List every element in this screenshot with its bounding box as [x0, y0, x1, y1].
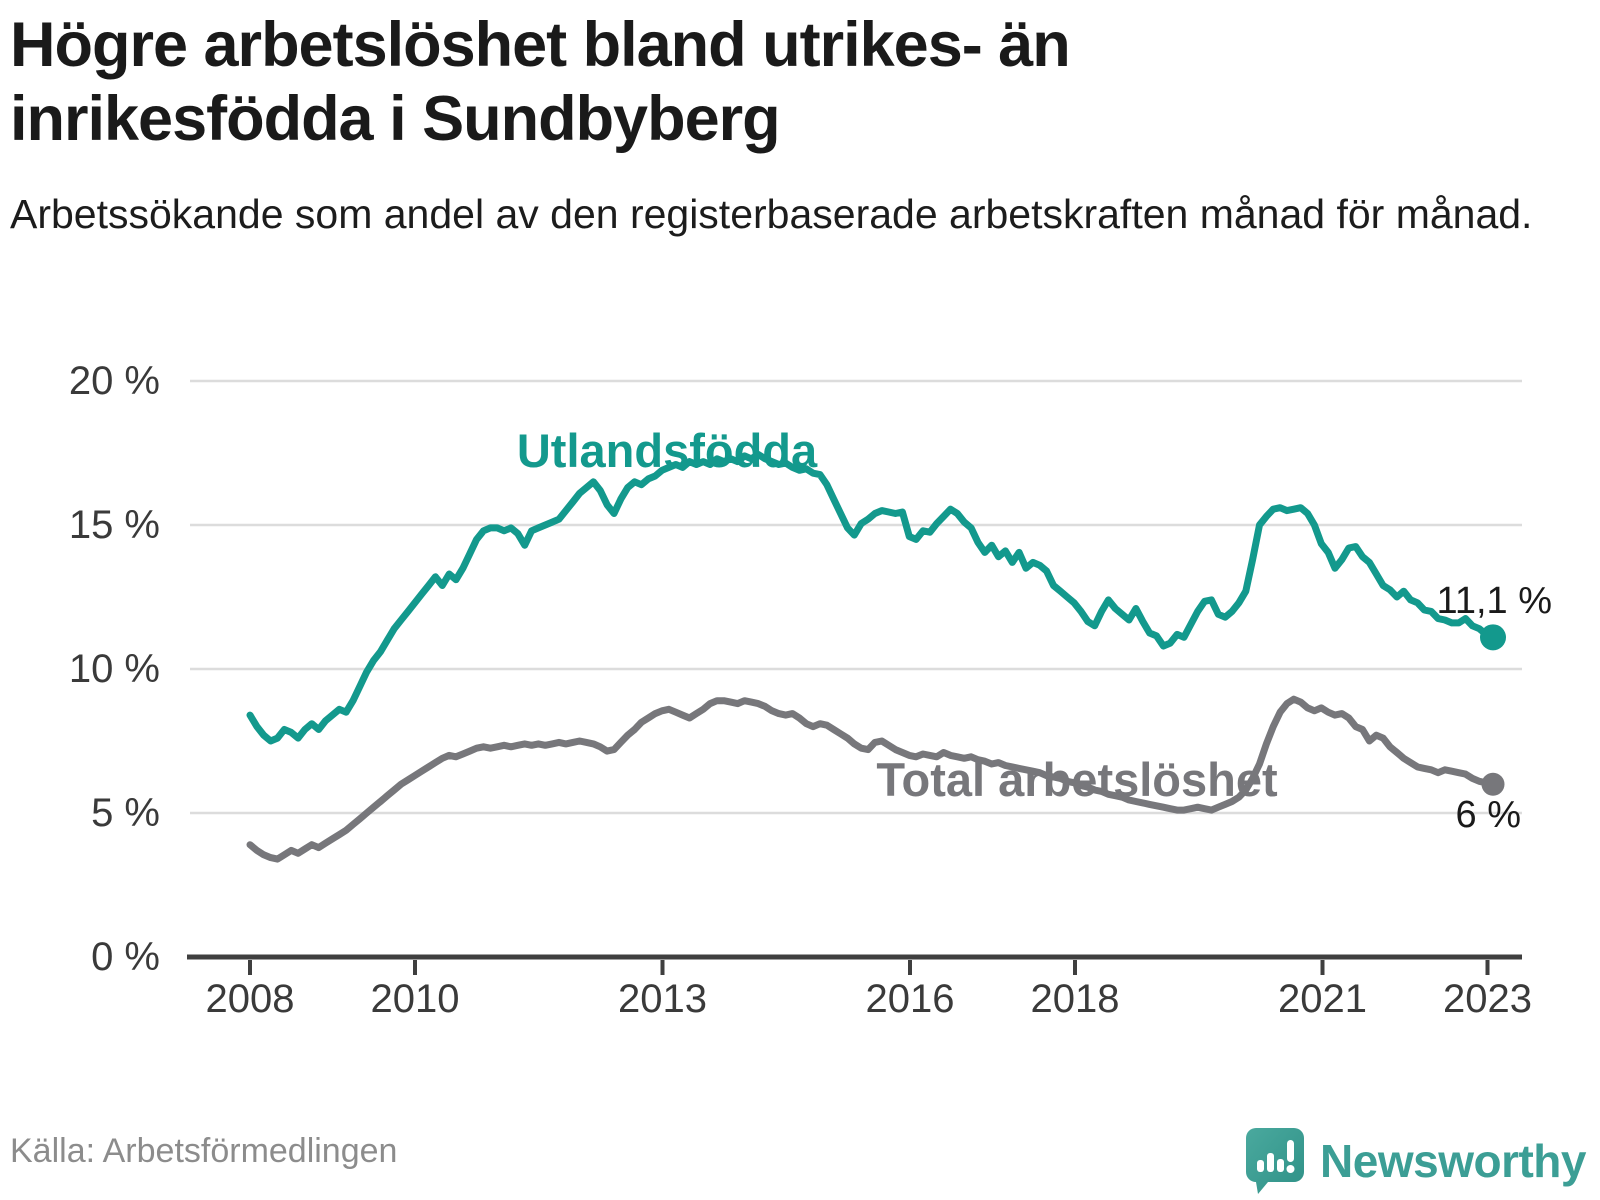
y-axis-label: 20 %: [69, 359, 160, 403]
x-axis-label: 2018: [1031, 977, 1120, 1021]
x-axis-label: 2016: [866, 977, 955, 1021]
x-axis-label: 2013: [618, 977, 707, 1021]
value-label-utlandsfodda: 11,1 %: [1437, 580, 1552, 622]
chart-title: Högre arbetslöshet bland utrikes- än inr…: [10, 10, 1071, 155]
y-axis-label: 0 %: [91, 935, 160, 979]
newsworthy-logo-text: Newsworthy: [1320, 1135, 1586, 1187]
value-label-total: 6 %: [1456, 794, 1521, 836]
series-label-utlandsfodda: Utlandsfödda: [517, 424, 818, 477]
x-axis-label: 2008: [206, 977, 295, 1021]
series-end-dot-total: [1481, 772, 1505, 796]
series-line-utlandsfodda: [246, 450, 1497, 745]
y-axis-label: 5 %: [91, 791, 160, 835]
series-end-dot-utlandsfodda: [1480, 624, 1506, 651]
y-axis-label: 15 %: [69, 503, 160, 547]
newsworthy-logo-icon: [1246, 1128, 1305, 1194]
source-note: Källa: Arbetsförmedlingen: [10, 1132, 398, 1170]
series-line-total: [246, 695, 1497, 863]
x-axis-label: 2010: [371, 977, 460, 1021]
newsworthy-logo: Newsworthy: [1246, 1128, 1586, 1194]
y-axis-label: 10 %: [69, 647, 160, 691]
x-axis-label: 2021: [1278, 977, 1367, 1021]
chart-subtitle: Arbetssökande som andel av den registerb…: [10, 191, 1533, 237]
x-axis-label: 2023: [1443, 977, 1532, 1021]
series-label-total: Total arbetslöshet: [876, 753, 1278, 806]
